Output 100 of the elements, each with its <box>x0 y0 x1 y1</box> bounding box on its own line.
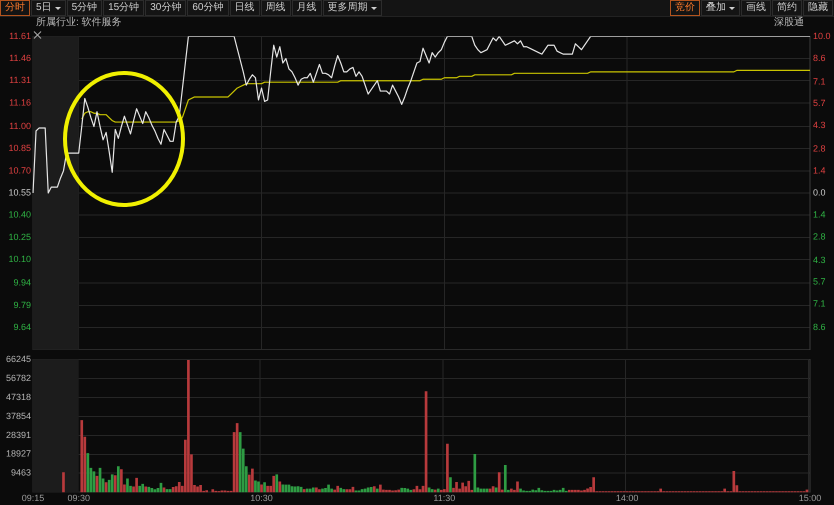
bar <box>104 482 108 492</box>
y-tick-label: 11.31 <box>9 75 31 86</box>
y2-tick-label: 4.3 <box>813 120 826 130</box>
bar <box>254 480 257 492</box>
bar <box>552 490 556 492</box>
y-tick-label: 9.94 <box>13 278 31 288</box>
y2-tick-label: 1.4 <box>813 209 826 220</box>
bar <box>318 489 321 492</box>
x-tick-label: 09:30 <box>67 493 90 504</box>
bar <box>480 488 482 492</box>
bar <box>263 482 266 492</box>
bar <box>120 469 123 492</box>
bar <box>360 489 364 492</box>
bar <box>308 488 312 492</box>
bar <box>114 475 117 492</box>
bar <box>324 488 327 492</box>
y-tick-label: 10.10 <box>8 254 31 264</box>
y2-tick-label: 1.4 <box>813 166 826 176</box>
bar <box>723 488 726 492</box>
y-tick-label: 66245 <box>6 354 31 364</box>
bar <box>342 489 346 492</box>
bar <box>86 453 90 492</box>
bar <box>166 489 168 492</box>
bar <box>150 488 154 492</box>
text: 深股通 <box>774 17 804 29</box>
bar <box>473 454 476 492</box>
bar <box>275 474 278 492</box>
text: 5分钟 <box>72 1 98 15</box>
y2-tick-label: 5.7 <box>813 98 826 108</box>
bar <box>257 481 260 492</box>
y-tick-label: 11.61 <box>9 30 31 41</box>
bar <box>284 484 288 492</box>
bar <box>288 484 290 492</box>
bar <box>290 486 294 492</box>
bar <box>519 488 522 492</box>
text: 叠加 <box>706 1 726 15</box>
bar <box>110 474 114 492</box>
bar <box>98 468 102 492</box>
x-tick-label: 09:15 <box>22 493 44 504</box>
text: 5日 <box>36 1 52 15</box>
bar <box>327 484 330 492</box>
bar <box>321 488 324 492</box>
text: 日线 <box>234 1 254 15</box>
text: 简约 <box>777 1 797 15</box>
bar <box>178 482 181 492</box>
y2-tick-label: 2.8 <box>813 144 826 154</box>
bar <box>461 482 464 492</box>
y2-tick-label: 7.1 <box>813 298 826 309</box>
bar <box>126 478 129 492</box>
text: 分时 <box>5 1 25 15</box>
bar <box>278 481 282 492</box>
bar <box>199 485 202 492</box>
bar <box>577 490 580 492</box>
bar <box>364 488 366 492</box>
bar <box>306 488 309 492</box>
y2-tick-label: 10.0 <box>813 30 831 41</box>
y2-tick-label: 4.3 <box>813 254 826 265</box>
bar <box>251 468 254 492</box>
y-tick-label: 9463 <box>10 468 31 478</box>
bar <box>162 487 166 492</box>
text: 画线 <box>746 1 766 15</box>
bar <box>352 486 354 492</box>
bar <box>516 481 519 492</box>
bar <box>379 484 382 492</box>
bar <box>416 486 418 492</box>
bar <box>494 487 498 492</box>
bar <box>236 423 238 492</box>
y-tick-label: 56782 <box>6 372 31 383</box>
bar <box>168 489 172 492</box>
bar <box>436 488 440 492</box>
bar <box>135 478 138 492</box>
y-tick-label: 10.85 <box>8 143 31 154</box>
text: 竞价 <box>675 1 695 15</box>
y2-tick-label: 8.6 <box>813 322 826 332</box>
bar <box>504 465 507 492</box>
bar <box>592 477 595 492</box>
bar <box>583 490 586 492</box>
y-tick-label: 10.25 <box>8 232 31 242</box>
bar <box>282 484 284 492</box>
bar <box>92 471 96 492</box>
bar <box>260 484 263 492</box>
text: 周线 <box>266 1 286 15</box>
bar <box>160 482 162 492</box>
bar <box>446 444 449 492</box>
bar <box>330 488 333 492</box>
text: 更多周期 <box>328 1 368 15</box>
bar <box>732 471 736 492</box>
bar <box>141 484 144 492</box>
y-tick-label: 11.16 <box>9 97 31 108</box>
bar <box>403 488 406 492</box>
bar <box>333 490 336 492</box>
bar <box>238 432 242 492</box>
bar <box>272 476 276 492</box>
bar <box>418 489 422 492</box>
bar <box>96 476 98 492</box>
y-tick-label: 10.70 <box>8 165 31 176</box>
text: 所属行业: 软件服务 <box>36 17 122 29</box>
bar <box>430 489 434 492</box>
bar <box>302 489 306 492</box>
y-tick-label: 11.00 <box>9 121 31 132</box>
